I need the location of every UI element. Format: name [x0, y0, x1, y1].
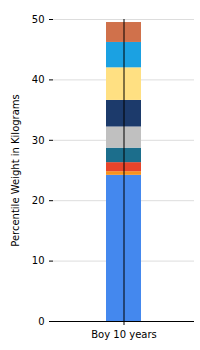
svg-text:Percentile Weight in Kilograms: Percentile Weight in Kilograms [10, 94, 21, 247]
svg-text:0: 0 [38, 316, 44, 327]
svg-text:Boy 10 years: Boy 10 years [91, 329, 157, 340]
svg-text:40: 40 [32, 74, 45, 85]
svg-text:20: 20 [32, 195, 45, 206]
svg-text:50: 50 [32, 14, 45, 25]
svg-text:10: 10 [32, 255, 45, 266]
svg-text:30: 30 [32, 135, 45, 146]
